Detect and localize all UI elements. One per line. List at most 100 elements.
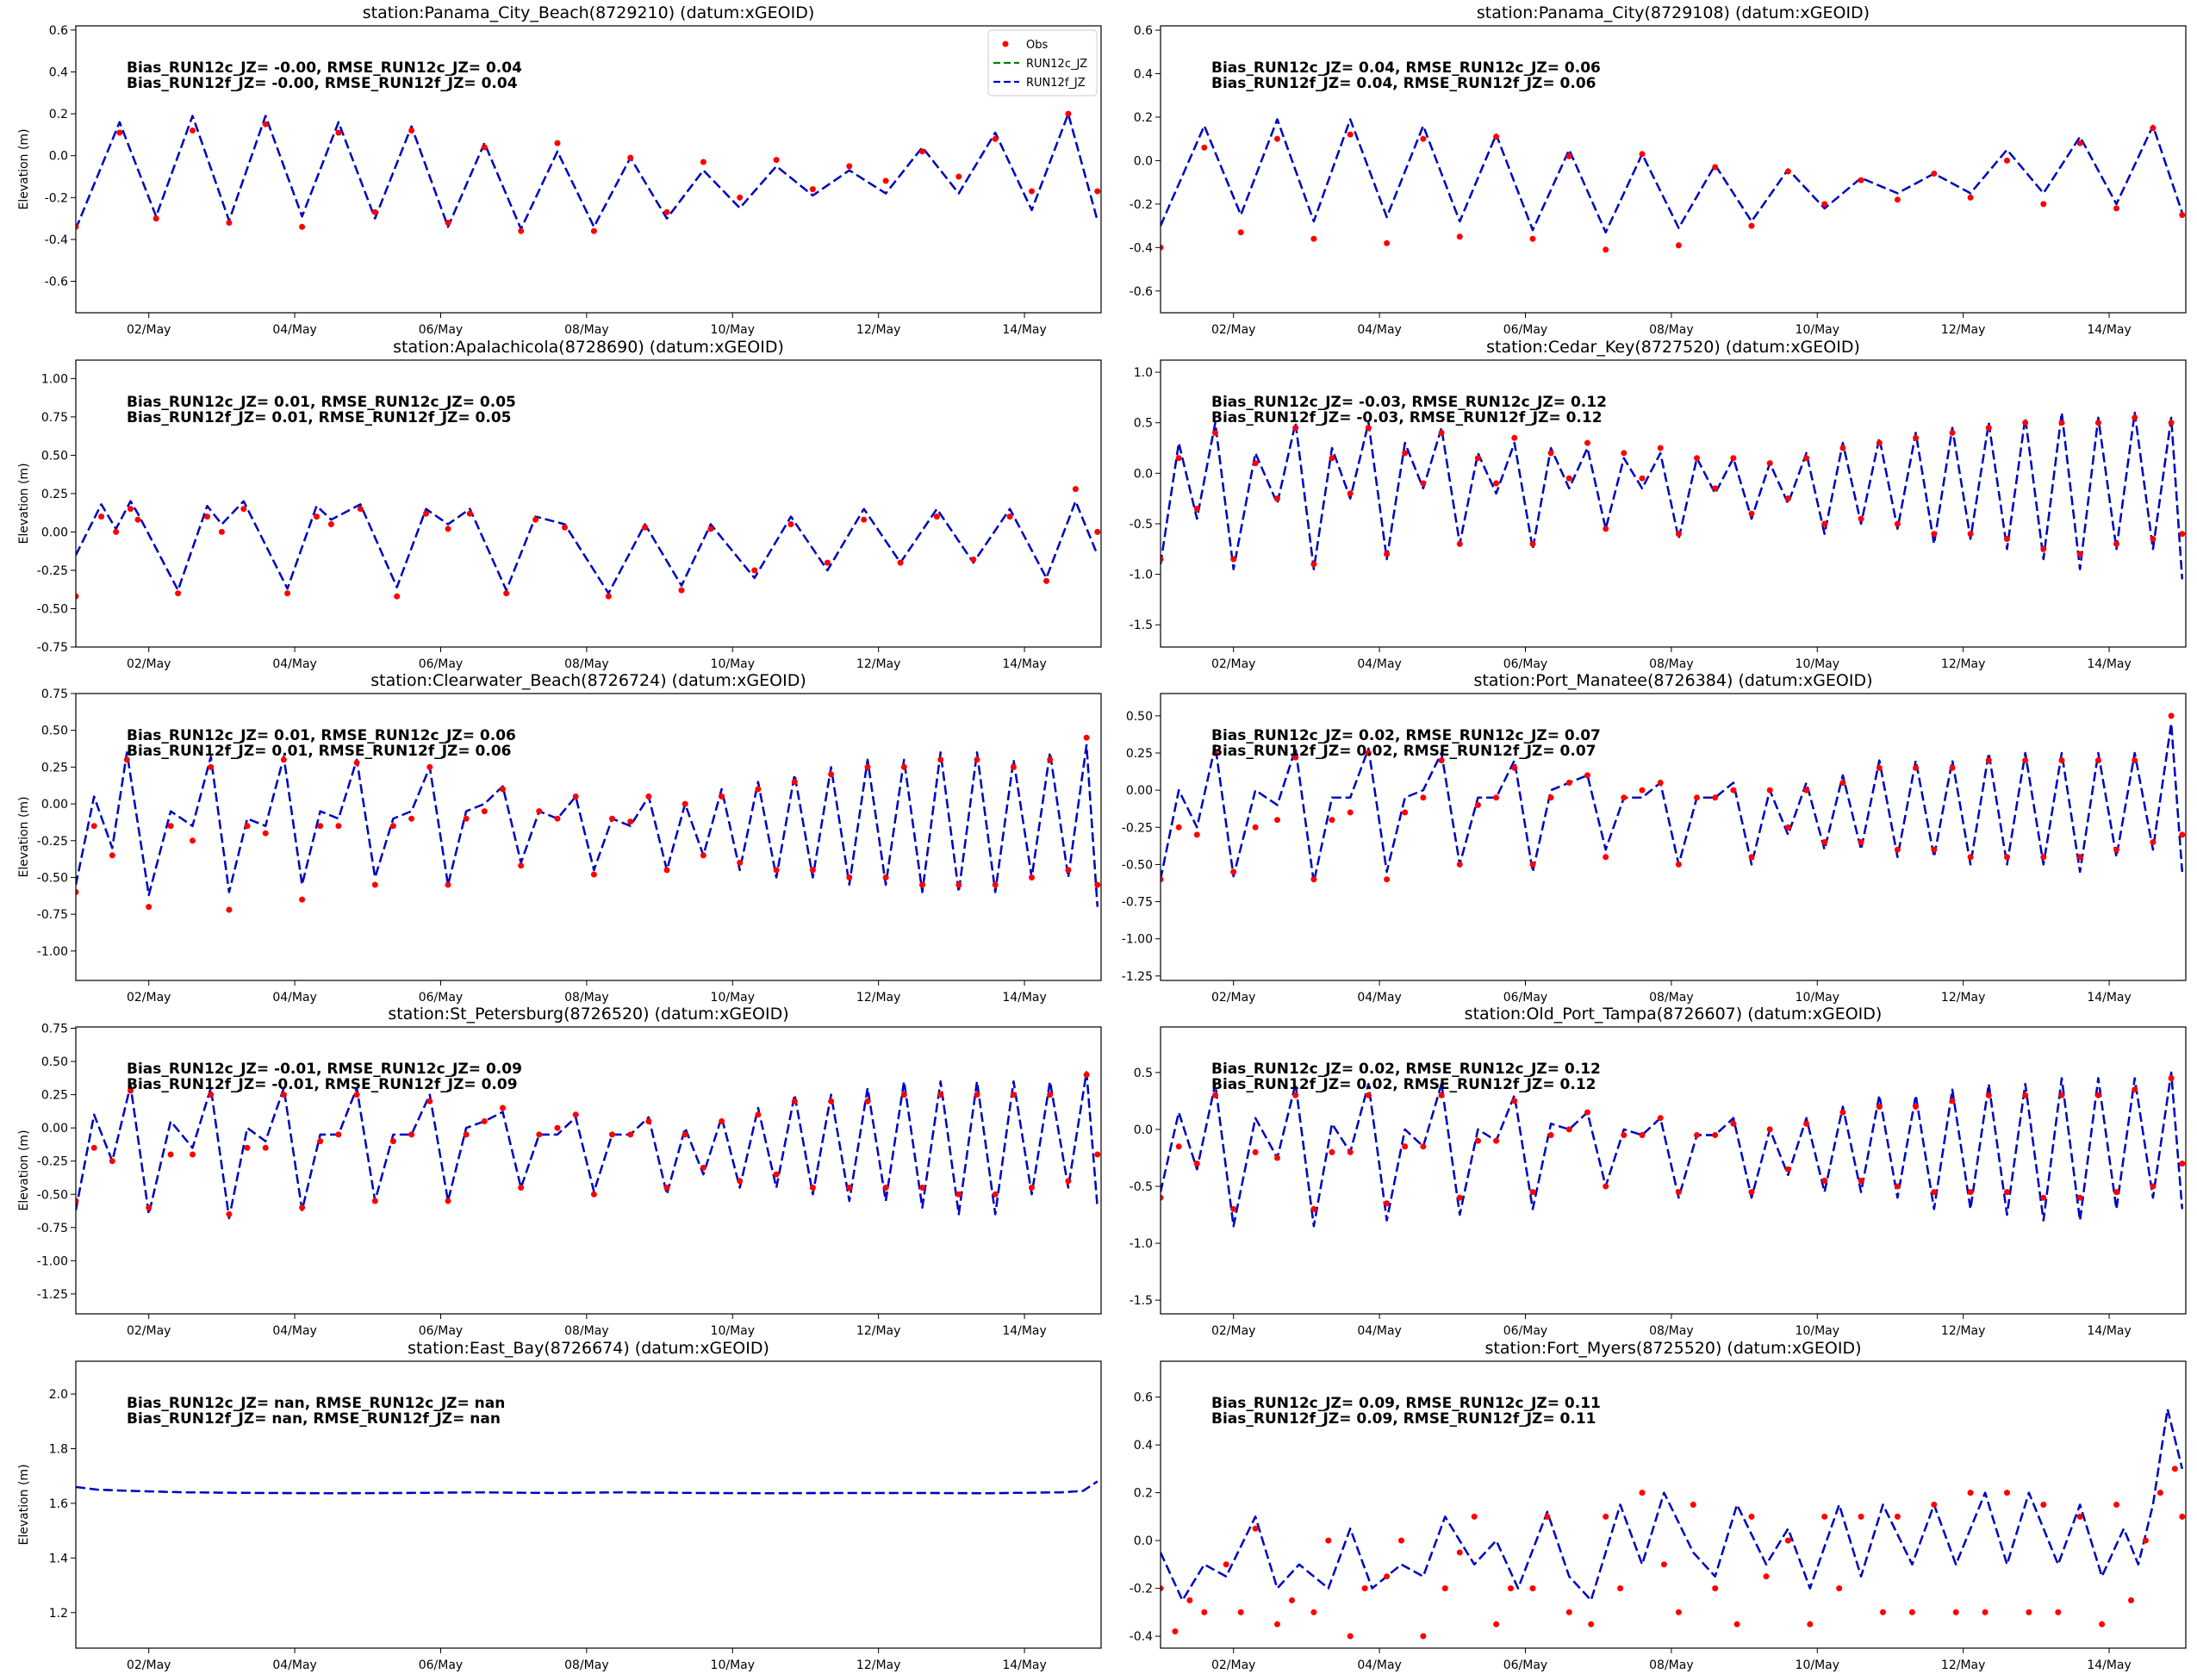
x-tick-label: 06/May: [1503, 323, 1547, 337]
obs-point: [700, 159, 706, 165]
obs-point: [933, 513, 940, 520]
obs-point: [1329, 455, 1335, 462]
y-tick-label: 0.25: [1126, 747, 1153, 761]
plot-frame: [1160, 1360, 2187, 1649]
obs-point: [128, 1087, 134, 1094]
obs-point: [1365, 750, 1372, 756]
obs-point: [1584, 1109, 1590, 1116]
obs-point: [226, 906, 233, 913]
obs-point: [426, 763, 433, 770]
obs-point: [1784, 824, 1791, 831]
x-tick-label: 14/May: [1002, 991, 1046, 1005]
stats-line: Bias_RUN12c_JZ= -0.03, RMSE_RUN12c_JZ= 0…: [1211, 394, 1607, 411]
x-tick-label: 08/May: [564, 1658, 608, 1672]
obs-point: [1252, 1148, 1259, 1155]
obs-point: [1712, 1585, 1719, 1592]
y-tick-label: 0.2: [49, 108, 68, 121]
obs-point: [1347, 1633, 1354, 1640]
obs-point: [167, 1151, 174, 1158]
obs-point: [1712, 485, 1719, 492]
stats-line: Bias_RUN12c_JZ= -0.00, RMSE_RUN12c_JZ= 0…: [127, 59, 522, 77]
y-tick-label: 0.0: [1134, 1534, 1153, 1548]
obs-point: [2168, 420, 2175, 426]
chart-panel-1: station:Panama_City_Beach(8729210) (datu…: [17, 3, 1102, 337]
obs-point: [1712, 164, 1719, 171]
obs-point: [371, 881, 378, 888]
stats-line: Bias_RUN12f_JZ= 0.04, RMSE_RUN12f_JZ= 0.…: [1211, 75, 1596, 92]
y-axis-label: Elevation (m): [17, 1129, 31, 1210]
x-tick-label: 06/May: [1503, 991, 1547, 1005]
obs-point: [1029, 1185, 1035, 1191]
obs-point: [900, 763, 907, 770]
x-tick-label: 12/May: [1941, 1658, 1985, 1672]
obs-point: [1733, 1621, 1740, 1627]
obs-point: [76, 889, 79, 895]
plot-frame: [75, 1026, 1102, 1315]
obs-point: [1748, 854, 1755, 861]
obs-point: [1420, 480, 1427, 487]
x-tick-label: 08/May: [1649, 657, 1693, 671]
x-tick-label: 12/May: [1941, 991, 1985, 1005]
obs-point: [970, 557, 977, 563]
y-tick-label: -0.4: [1130, 241, 1153, 255]
obs-point: [1565, 780, 1572, 786]
obs-point: [146, 904, 152, 911]
obs-point: [2058, 1092, 2065, 1098]
obs-point: [737, 1178, 744, 1185]
x-tick-label: 02/May: [1211, 323, 1255, 337]
chart-title: station:Fort_Myers(8725520) (datum:xGEOI…: [1484, 1339, 1861, 1358]
obs-point: [1748, 510, 1755, 517]
x-tick-label: 02/May: [127, 991, 171, 1005]
y-tick-label: -0.4: [1130, 1630, 1153, 1644]
obs-point: [1876, 1104, 1883, 1110]
y-tick-label: 0.00: [41, 526, 68, 539]
obs-point: [828, 1098, 835, 1104]
obs-point: [1985, 1092, 1992, 1098]
y-tick-label: 0.6: [1134, 1391, 1153, 1405]
obs-point: [1193, 831, 1200, 838]
obs-point: [974, 1092, 980, 1098]
x-tick-label: 08/May: [1649, 323, 1693, 337]
legend-marker-obs: [1002, 40, 1009, 47]
x-tick-label: 04/May: [1357, 991, 1401, 1005]
obs-point: [1880, 1608, 1886, 1615]
obs-point: [2099, 1621, 2106, 1627]
x-tick-label: 08/May: [1649, 1324, 1693, 1338]
obs-point: [1565, 1608, 1572, 1615]
obs-point: [2113, 1502, 2119, 1508]
obs-point: [1807, 1621, 1814, 1627]
plot-area: [76, 734, 1101, 913]
obs-point: [992, 881, 999, 888]
obs-point: [1547, 450, 1554, 457]
x-tick-label: 04/May: [272, 991, 316, 1005]
obs-point: [1310, 1205, 1317, 1212]
obs-point: [1365, 425, 1372, 432]
obs-point: [445, 526, 451, 532]
obs-point: [1083, 734, 1090, 741]
x-tick-label: 14/May: [2087, 1658, 2131, 1672]
obs-point: [1675, 242, 1682, 249]
obs-point: [809, 1185, 816, 1191]
obs-point: [1529, 1189, 1536, 1196]
obs-point: [645, 1118, 652, 1124]
obs-point: [1402, 450, 1409, 457]
obs-point: [1384, 240, 1391, 246]
obs-point: [1748, 1189, 1755, 1196]
obs-point: [1876, 764, 1883, 771]
obs-point: [1186, 1597, 1193, 1603]
obs-point: [1660, 1561, 1667, 1568]
x-tick-label: 04/May: [1357, 657, 1401, 671]
series-line-run12c-jz: [76, 1071, 1098, 1220]
x-tick-label: 12/May: [856, 323, 900, 337]
legend-label: Obs: [1026, 39, 1048, 52]
obs-point: [1821, 201, 1828, 208]
legend-box: [987, 29, 1098, 96]
obs-point: [1201, 1608, 1208, 1615]
obs-point: [518, 227, 525, 234]
obs-point: [1894, 846, 1901, 853]
obs-point: [335, 129, 342, 136]
obs-point: [882, 1185, 889, 1191]
x-tick-label: 12/May: [856, 1324, 900, 1338]
series-line-run12c-jz: [76, 500, 1098, 594]
obs-point: [128, 506, 134, 513]
